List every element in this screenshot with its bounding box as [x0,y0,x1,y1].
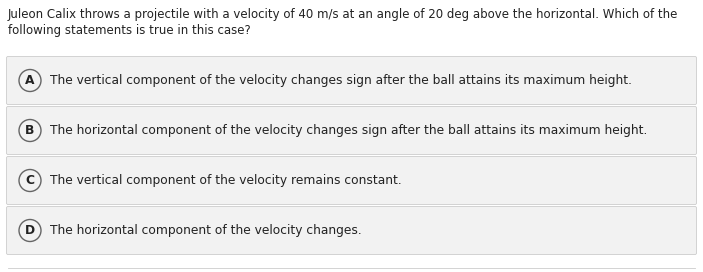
Text: following statements is true in this case?: following statements is true in this cas… [8,24,251,37]
Ellipse shape [19,70,41,91]
Text: The vertical component of the velocity remains constant.: The vertical component of the velocity r… [50,174,401,187]
Text: B: B [25,124,34,137]
Text: The horizontal component of the velocity changes sign after the ball attains its: The horizontal component of the velocity… [50,124,647,137]
Text: A: A [25,74,34,87]
Text: Juleon Calix throws a projectile with a velocity of 40 m/s at an angle of 20 deg: Juleon Calix throws a projectile with a … [8,8,678,21]
Text: C: C [25,174,34,187]
Text: D: D [25,224,35,237]
FancyBboxPatch shape [6,107,697,154]
FancyBboxPatch shape [6,57,697,104]
Ellipse shape [19,169,41,191]
Text: The horizontal component of the velocity changes.: The horizontal component of the velocity… [50,224,362,237]
FancyBboxPatch shape [6,206,697,255]
Text: The vertical component of the velocity changes sign after the ball attains its m: The vertical component of the velocity c… [50,74,632,87]
FancyBboxPatch shape [6,156,697,205]
Ellipse shape [19,119,41,141]
Ellipse shape [19,220,41,242]
